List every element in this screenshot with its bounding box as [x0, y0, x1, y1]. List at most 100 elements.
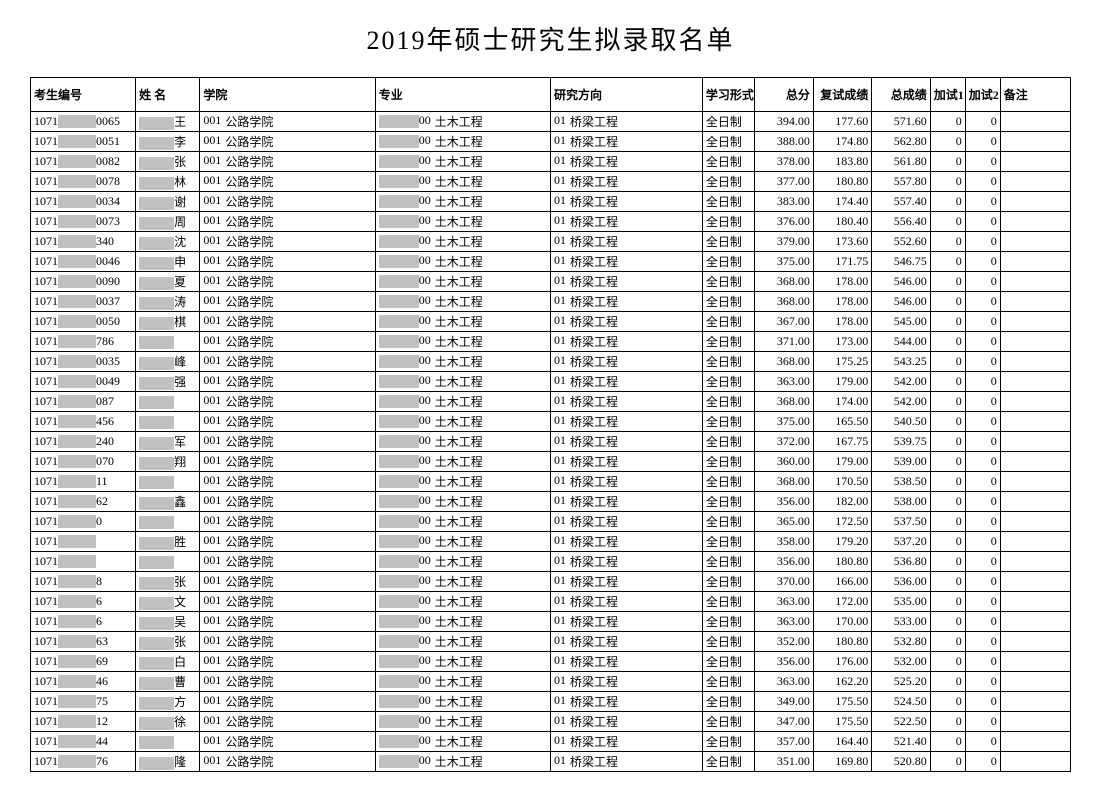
cell: 001公路学院: [200, 492, 375, 512]
table-row: 107175方001公路学院00土木工程01桥梁工程全日制349.00175.5…: [31, 692, 1071, 712]
cell: 001公路学院: [200, 612, 375, 632]
cell: 001公路学院: [200, 392, 375, 412]
table-row: 1071070翔001公路学院00土木工程01桥梁工程全日制360.00179.…: [31, 452, 1071, 472]
cell: 0: [930, 432, 965, 452]
cell: 368.00: [755, 352, 813, 372]
table-row: 10716吴001公路学院00土木工程01桥梁工程全日制363.00170.00…: [31, 612, 1071, 632]
cell: 0: [930, 492, 965, 512]
cell: 0: [930, 332, 965, 352]
cell: 00土木工程: [375, 652, 550, 672]
admission-table: 考生编号 姓 名 学院 专业 研究方向 学习形式 总分 复试成绩 总成绩 加试1…: [30, 77, 1071, 772]
cell: [1000, 492, 1070, 512]
cell: 520.80: [872, 752, 930, 772]
cell: [1000, 552, 1070, 572]
table-row: 107144001公路学院00土木工程01桥梁工程全日制357.00164.40…: [31, 732, 1071, 752]
cell: 徐: [136, 712, 200, 732]
cell: 0: [965, 612, 1000, 632]
cell: 533.00: [872, 612, 930, 632]
cell: 0: [965, 452, 1000, 472]
cell: 全日制: [702, 492, 755, 512]
cell: 10710035: [31, 352, 136, 372]
cell: 00土木工程: [375, 612, 550, 632]
cell: 01桥梁工程: [550, 712, 702, 732]
table-row: 10710001公路学院00土木工程01桥梁工程全日制365.00172.505…: [31, 512, 1071, 532]
cell: 532.00: [872, 652, 930, 672]
cell: 107112: [31, 712, 136, 732]
cell: [136, 512, 200, 532]
cell: 356.00: [755, 552, 813, 572]
cell: 01桥梁工程: [550, 552, 702, 572]
cell: 556.40: [872, 212, 930, 232]
cell: 01桥梁工程: [550, 132, 702, 152]
cell: 全日制: [702, 172, 755, 192]
cell: 537.20: [872, 532, 930, 552]
cell: 352.00: [755, 632, 813, 652]
cell: 107162: [31, 492, 136, 512]
cell: 0: [965, 472, 1000, 492]
cell: 全日制: [702, 452, 755, 472]
cell: 171.75: [813, 252, 871, 272]
cell: 180.80: [813, 632, 871, 652]
cell: 00土木工程: [375, 272, 550, 292]
cell: [1000, 172, 1070, 192]
cell: 546.75: [872, 252, 930, 272]
cell: 394.00: [755, 112, 813, 132]
cell: [1000, 532, 1070, 552]
cell: 01桥梁工程: [550, 172, 702, 192]
cell: 林: [136, 172, 200, 192]
cell: [1000, 692, 1070, 712]
cell: 01桥梁工程: [550, 152, 702, 172]
cell: 367.00: [755, 312, 813, 332]
cell: 0: [930, 172, 965, 192]
cell: [1000, 232, 1070, 252]
cell: 全日制: [702, 712, 755, 732]
table-row: 1071786001公路学院00土木工程01桥梁工程全日制371.00173.0…: [31, 332, 1071, 352]
cell: 538.00: [872, 492, 930, 512]
cell: 107175: [31, 692, 136, 712]
cell: 10710078: [31, 172, 136, 192]
cell: 00土木工程: [375, 592, 550, 612]
cell: 01桥梁工程: [550, 312, 702, 332]
cell: 363.00: [755, 372, 813, 392]
cell: 0: [930, 632, 965, 652]
cell: 隆: [136, 752, 200, 772]
cell: 365.00: [755, 512, 813, 532]
cell: 542.00: [872, 392, 930, 412]
cell: 001公路学院: [200, 272, 375, 292]
cell: 001公路学院: [200, 352, 375, 372]
cell: 001公路学院: [200, 692, 375, 712]
cell: 全日制: [702, 592, 755, 612]
header-school: 学院: [200, 78, 375, 112]
cell: 363.00: [755, 612, 813, 632]
cell: 0: [930, 532, 965, 552]
cell: 368.00: [755, 392, 813, 412]
cell: 全日制: [702, 412, 755, 432]
cell: 173.00: [813, 332, 871, 352]
cell: 175.50: [813, 692, 871, 712]
cell: 0: [965, 432, 1000, 452]
cell: 10710073: [31, 212, 136, 232]
cell: 0: [930, 672, 965, 692]
cell: 01桥梁工程: [550, 272, 702, 292]
cell: 0: [965, 252, 1000, 272]
cell: 0: [965, 712, 1000, 732]
cell: [1000, 272, 1070, 292]
cell: 0: [965, 392, 1000, 412]
table-row: 10718张001公路学院00土木工程01桥梁工程全日制370.00166.00…: [31, 572, 1071, 592]
cell: 10716: [31, 612, 136, 632]
header-retest: 复试成绩: [813, 78, 871, 112]
cell: 371.00: [755, 332, 813, 352]
page-title: 2019年硕士研究生拟录取名单: [30, 20, 1071, 57]
cell: 001公路学院: [200, 232, 375, 252]
cell: [1000, 472, 1070, 492]
cell: 00土木工程: [375, 432, 550, 452]
cell: 01桥梁工程: [550, 252, 702, 272]
cell: 545.00: [872, 312, 930, 332]
cell: 00土木工程: [375, 132, 550, 152]
cell: 001公路学院: [200, 172, 375, 192]
cell: 174.00: [813, 392, 871, 412]
cell: 全日制: [702, 472, 755, 492]
cell: 0: [965, 152, 1000, 172]
cell: 翔: [136, 452, 200, 472]
cell: 557.80: [872, 172, 930, 192]
